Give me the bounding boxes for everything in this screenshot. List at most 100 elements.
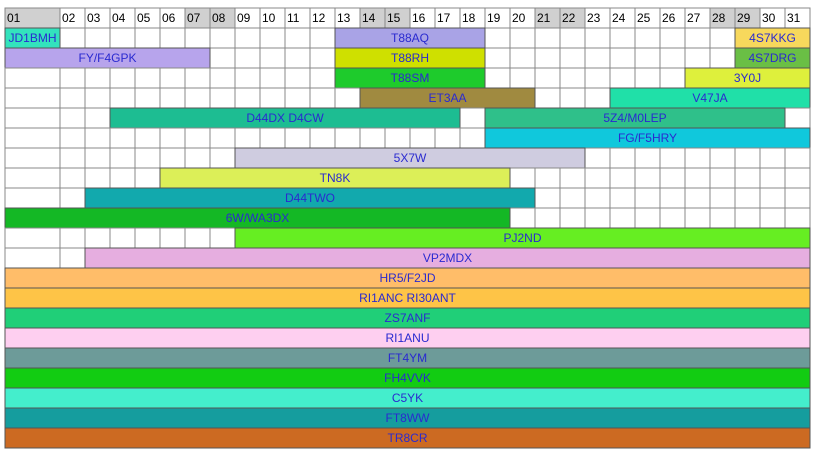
cell [159,127,186,149]
cell [659,207,686,229]
cell [134,127,161,149]
cell [109,27,136,49]
cell [159,27,186,49]
cell [259,67,286,89]
cell [609,47,636,69]
event-label: FH4VVK [384,371,431,385]
cell [109,227,136,249]
day-label: 30 [762,11,776,25]
day-label: 10 [262,11,276,25]
cell [309,27,336,49]
cell [509,67,536,89]
cell [634,27,661,49]
cell [659,67,686,89]
cell [334,87,361,109]
event-label: D44TWO [285,191,335,205]
day-label: 09 [237,11,251,25]
cell [259,27,286,49]
day-label: 22 [562,11,576,25]
cell [784,167,811,189]
event-label: JD1BMH [8,31,56,45]
cell [784,147,811,169]
cell [784,107,811,129]
cell [209,67,236,89]
event-bar [4,427,811,449]
cell [109,127,136,149]
cell [659,47,686,69]
cell [184,147,211,169]
cell [4,167,61,189]
cell [684,187,711,209]
cell [709,47,736,69]
day-label: 17 [437,11,451,25]
cell [4,127,61,149]
cell [59,127,86,149]
day-label: 28 [712,11,726,25]
cell [159,67,186,89]
cell [84,67,111,89]
cell [184,227,211,249]
cell [709,187,736,209]
cell [309,87,336,109]
day-label: 12 [312,11,326,25]
event-label: FG/F5HRY [618,131,677,145]
cell [509,27,536,49]
cell [134,87,161,109]
cell [109,67,136,89]
event-label: D44DX D4CW [246,111,324,125]
event-label: T88AQ [391,31,429,45]
cell [759,207,786,229]
event-label: ZS7ANF [384,311,430,325]
day-label: 07 [187,11,201,25]
cell [534,27,561,49]
cell [484,47,511,69]
event-label: 4S7DRG [748,51,796,65]
cell [334,127,361,149]
day-label: 11 [287,11,300,25]
cell [634,187,661,209]
cell [459,127,486,149]
day-label: 21 [537,11,551,25]
day-label: 14 [362,11,376,25]
cell [609,67,636,89]
day-label: 19 [487,11,501,25]
event-label: ET3AA [428,91,466,105]
cell [309,127,336,149]
cell [4,147,61,169]
event-label: C5YK [392,391,423,405]
cell [609,147,636,169]
cell [609,207,636,229]
cell [584,167,611,189]
cell [784,187,811,209]
cell [484,27,511,49]
cell [209,147,236,169]
cell [509,207,536,229]
day-label: 25 [637,11,651,25]
day-label: 06 [162,11,176,25]
cell [134,147,161,169]
cell [209,87,236,109]
cell [209,127,236,149]
cell [84,227,111,249]
cell [759,167,786,189]
cell [234,87,261,109]
event-label: PJ2ND [503,231,541,245]
cell [109,87,136,109]
cell [609,187,636,209]
cell [684,147,711,169]
cell [84,107,111,129]
cell [559,47,586,69]
cell [734,187,761,209]
cell [384,127,411,149]
day-label: 16 [412,11,426,25]
cell [659,27,686,49]
cell [59,167,86,189]
cell [559,87,586,109]
cell [584,27,611,49]
cell [734,207,761,229]
cell [734,167,761,189]
cell [284,127,311,149]
cell [134,227,161,249]
event-label: 3Y0J [734,71,761,85]
